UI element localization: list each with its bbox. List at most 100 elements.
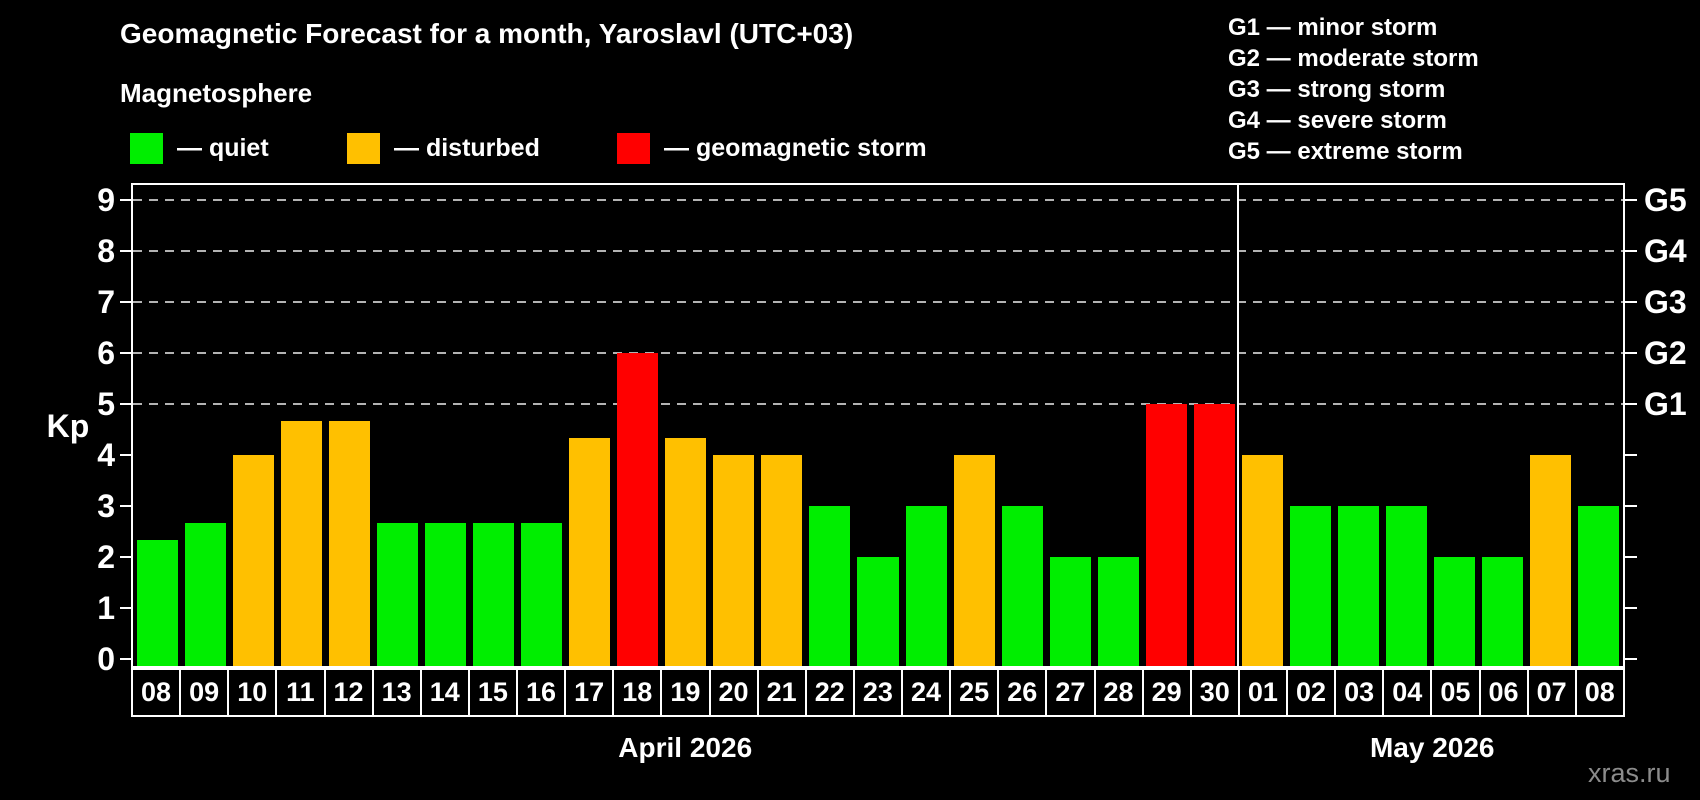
kp-bar-21 bbox=[761, 455, 803, 666]
y-tick-label: 6 bbox=[97, 335, 115, 371]
date-cell: 28 bbox=[1093, 668, 1144, 717]
g-axis-label-g4: G4 bbox=[1644, 233, 1687, 269]
date-cell: 19 bbox=[660, 668, 711, 717]
date-cell: 22 bbox=[804, 668, 855, 717]
left-axis-tick bbox=[120, 199, 131, 201]
date-cell: 09 bbox=[179, 668, 230, 717]
legend-item-quiet: — quiet bbox=[130, 133, 269, 164]
kp-bar-26 bbox=[1001, 506, 1043, 666]
date-cell: 16 bbox=[516, 668, 567, 717]
date-cell: 21 bbox=[756, 668, 807, 717]
date-cell: 10 bbox=[227, 668, 278, 717]
disturbed-color-swatch bbox=[347, 133, 380, 164]
left-axis-tick bbox=[120, 556, 131, 558]
date-cell: 07 bbox=[1526, 668, 1577, 717]
g-axis-label-g2: G2 bbox=[1644, 335, 1687, 371]
left-axis-tick bbox=[120, 301, 131, 303]
kp-bar-04 bbox=[1386, 506, 1428, 666]
gridline-kp-5 bbox=[133, 403, 1623, 405]
month-label-may: May 2026 bbox=[1369, 732, 1495, 763]
y-tick-label: 9 bbox=[97, 182, 115, 218]
plot-area bbox=[131, 183, 1625, 668]
right-axis-tick bbox=[1625, 403, 1637, 405]
kp-bar-24 bbox=[905, 506, 947, 666]
kp-bar-01 bbox=[1241, 455, 1284, 666]
date-cell: 04 bbox=[1382, 668, 1433, 717]
left-axis-tick bbox=[120, 505, 131, 507]
legend-item-label: — quiet bbox=[177, 134, 269, 162]
kp-bar-08 bbox=[1578, 506, 1620, 666]
left-axis-tick bbox=[120, 403, 131, 405]
month-separator-line bbox=[1237, 185, 1240, 666]
storm-color-swatch bbox=[617, 133, 650, 164]
kp-bar-30 bbox=[1193, 404, 1235, 666]
kp-bar-28 bbox=[1097, 557, 1139, 666]
right-axis-tick bbox=[1625, 352, 1637, 354]
kp-bar-14 bbox=[424, 522, 466, 666]
left-axis-tick bbox=[120, 658, 131, 660]
date-cell: 08 bbox=[1574, 668, 1625, 717]
g-axis-label-g5: G5 bbox=[1644, 182, 1687, 218]
kp-bar-08 bbox=[136, 540, 178, 666]
kp-bar-09 bbox=[184, 522, 226, 666]
date-cell: 14 bbox=[419, 668, 470, 717]
kp-bar-23 bbox=[857, 557, 899, 666]
date-cell: 15 bbox=[467, 668, 518, 717]
left-axis-tick bbox=[120, 607, 131, 609]
right-axis-tick bbox=[1625, 607, 1637, 609]
kp-bar-27 bbox=[1049, 557, 1091, 666]
y-tick-label: 8 bbox=[97, 233, 115, 269]
kp-bar-19 bbox=[665, 438, 707, 666]
date-cell: 06 bbox=[1478, 668, 1529, 717]
kp-axis-label: Kp bbox=[46, 408, 90, 444]
legend: — quiet — disturbed — geomagnetic storm bbox=[0, 133, 1100, 164]
date-cell: 23 bbox=[852, 668, 903, 717]
y-tick-label: 7 bbox=[97, 284, 115, 320]
kp-bar-15 bbox=[472, 522, 514, 666]
date-cell: 27 bbox=[1045, 668, 1096, 717]
right-axis-tick bbox=[1625, 658, 1637, 660]
right-axis-tick bbox=[1625, 250, 1637, 252]
g-scale-legend-line: G2 — moderate storm bbox=[1228, 45, 1479, 72]
kp-bar-10 bbox=[232, 455, 274, 666]
date-axis-row: 08 09 10 11 12 13 14 15 16 17 18 19 20 21 22 23 24 25 26 27… bbox=[131, 668, 1625, 717]
date-cell: 30 bbox=[1189, 668, 1240, 717]
y-tick-label: 0 bbox=[97, 641, 115, 677]
kp-bar-22 bbox=[809, 506, 851, 666]
g-scale-legend-line: G5 — extreme storm bbox=[1228, 138, 1463, 165]
legend-item-label: — disturbed bbox=[394, 134, 540, 162]
y-tick-label: 3 bbox=[97, 488, 115, 524]
kp-bar-13 bbox=[376, 522, 418, 666]
left-axis-tick bbox=[120, 454, 131, 456]
legend-item-storm: — geomagnetic storm bbox=[617, 133, 927, 164]
kp-bar-18 bbox=[617, 353, 659, 666]
g-scale-legend-line: G3 — strong storm bbox=[1228, 76, 1446, 103]
g-scale-legend: G1 — minor storm G2 — moderate storm G3 — … bbox=[1228, 12, 1479, 167]
kp-bar-07 bbox=[1530, 455, 1572, 666]
date-cell: 12 bbox=[323, 668, 374, 717]
kp-bar-02 bbox=[1290, 506, 1332, 666]
date-cell: 25 bbox=[949, 668, 1000, 717]
date-cell: 18 bbox=[612, 668, 663, 717]
g-axis-label-g1: G1 bbox=[1644, 386, 1687, 422]
kp-bar-29 bbox=[1145, 404, 1187, 666]
left-axis-tick bbox=[120, 250, 131, 252]
right-axis-tick bbox=[1625, 454, 1637, 456]
kp-bar-03 bbox=[1338, 506, 1380, 666]
date-cell: 01 bbox=[1237, 668, 1288, 717]
date-cell: 05 bbox=[1430, 668, 1481, 717]
watermark: xras.ru bbox=[1588, 758, 1671, 788]
date-cell: 17 bbox=[564, 668, 615, 717]
g-scale-legend-line: G1 — minor storm bbox=[1228, 14, 1438, 41]
y-tick-label: 1 bbox=[97, 590, 115, 626]
chart-subtitle: Magnetosphere bbox=[120, 78, 313, 108]
gridline-kp-8 bbox=[133, 250, 1623, 252]
date-cell: 29 bbox=[1141, 668, 1192, 717]
date-cell: 03 bbox=[1334, 668, 1385, 717]
date-cell: 24 bbox=[901, 668, 952, 717]
kp-bar-20 bbox=[713, 455, 755, 666]
gridline-kp-7 bbox=[133, 301, 1623, 303]
g-scale-legend-line: G4 — severe storm bbox=[1228, 107, 1447, 134]
legend-item-disturbed: — disturbed bbox=[347, 133, 540, 164]
